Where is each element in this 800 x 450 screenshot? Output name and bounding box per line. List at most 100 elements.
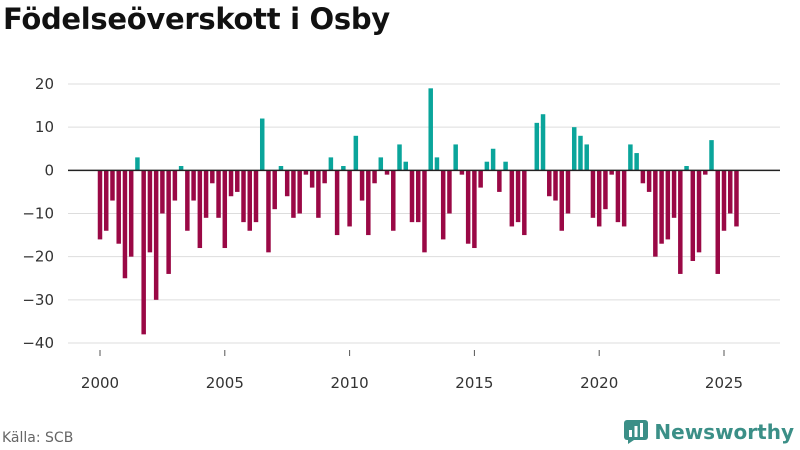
bar <box>565 170 571 214</box>
bar <box>153 170 159 300</box>
bar <box>341 166 346 171</box>
y-tick-label: −10 <box>22 205 54 223</box>
y-tick-label: 10 <box>35 118 54 136</box>
bar <box>497 170 502 192</box>
bar <box>222 170 228 249</box>
bar <box>490 148 496 171</box>
bar <box>284 170 290 197</box>
bar <box>684 166 689 171</box>
y-tick-label: −20 <box>22 248 54 266</box>
bar <box>272 170 277 210</box>
bar <box>210 170 215 184</box>
bar <box>578 135 583 171</box>
bar <box>422 170 427 253</box>
x-tick-label: 2005 <box>206 374 244 392</box>
bar <box>559 170 564 231</box>
bar <box>547 170 552 197</box>
bar <box>135 157 140 171</box>
x-tick-label: 2000 <box>81 374 119 392</box>
bar <box>160 170 165 214</box>
bar <box>696 170 702 253</box>
bar <box>147 170 153 253</box>
x-tick-label: 2010 <box>331 374 369 392</box>
y-tick-label: 0 <box>44 161 54 179</box>
bar <box>178 166 184 171</box>
bar <box>141 170 146 335</box>
newsworthy-logo-icon <box>624 420 649 444</box>
bar <box>671 170 677 218</box>
bar <box>571 127 577 171</box>
bar <box>384 170 390 175</box>
bar <box>191 170 196 201</box>
bar <box>328 157 334 171</box>
bar <box>609 170 614 175</box>
brand-logo: Newsworthy <box>624 420 794 444</box>
x-axis: 2000 2005 2010 2015 2020 2025 <box>68 169 780 392</box>
bar <box>440 170 446 240</box>
bar <box>715 170 720 274</box>
bar <box>522 170 527 236</box>
bar <box>709 140 714 171</box>
bar <box>515 170 521 223</box>
bar <box>297 170 302 214</box>
bar <box>103 170 109 231</box>
bar <box>97 170 103 240</box>
bar <box>472 170 477 249</box>
bar <box>347 170 352 227</box>
source-note: Källa: SCB <box>2 430 74 446</box>
x-tick-label: 2015 <box>455 374 493 392</box>
bar <box>509 170 515 227</box>
bar <box>634 153 639 171</box>
bar <box>415 170 421 223</box>
bar <box>253 170 259 223</box>
x-tick-label: 2020 <box>580 374 618 392</box>
bar <box>203 170 209 218</box>
bar <box>434 157 440 171</box>
bar <box>465 170 471 244</box>
bar <box>216 170 221 218</box>
bar <box>628 144 633 171</box>
bar <box>259 118 265 171</box>
bar <box>353 135 359 171</box>
bar <box>366 170 371 236</box>
bar <box>646 170 652 192</box>
bar <box>653 170 658 257</box>
bar <box>166 170 171 274</box>
bar <box>303 170 309 175</box>
bar <box>316 170 321 218</box>
bar <box>603 170 608 210</box>
brand-name: Newsworthy <box>654 420 794 444</box>
bar <box>553 170 558 201</box>
bar <box>278 166 284 171</box>
chart-title: Födelseöverskott i Osby <box>3 2 390 36</box>
bar <box>640 170 646 184</box>
bar <box>409 170 415 223</box>
y-tick-label: −30 <box>22 291 54 309</box>
bar <box>459 170 465 175</box>
bar <box>228 170 234 197</box>
bar <box>721 170 727 231</box>
x-tick-label: 2025 <box>705 374 743 392</box>
bar <box>659 170 664 244</box>
bar <box>378 157 384 171</box>
bar <box>484 161 490 171</box>
bar <box>478 170 483 188</box>
bar <box>665 170 671 240</box>
bars <box>97 88 739 335</box>
y-tick-label: 20 <box>35 75 54 93</box>
y-tick-label: −40 <box>22 334 54 352</box>
bar <box>241 170 246 223</box>
bar <box>235 170 240 192</box>
bar <box>596 170 602 227</box>
bar <box>116 170 121 244</box>
bar <box>734 170 739 227</box>
y-axis-ticks: 20 10 0 −10 −20 −30 −40 <box>22 75 54 352</box>
bar <box>447 170 452 214</box>
bar <box>291 170 296 218</box>
bar <box>403 161 408 171</box>
bar <box>122 170 128 279</box>
bar <box>197 170 203 249</box>
bar <box>266 170 271 253</box>
bar <box>247 170 252 231</box>
